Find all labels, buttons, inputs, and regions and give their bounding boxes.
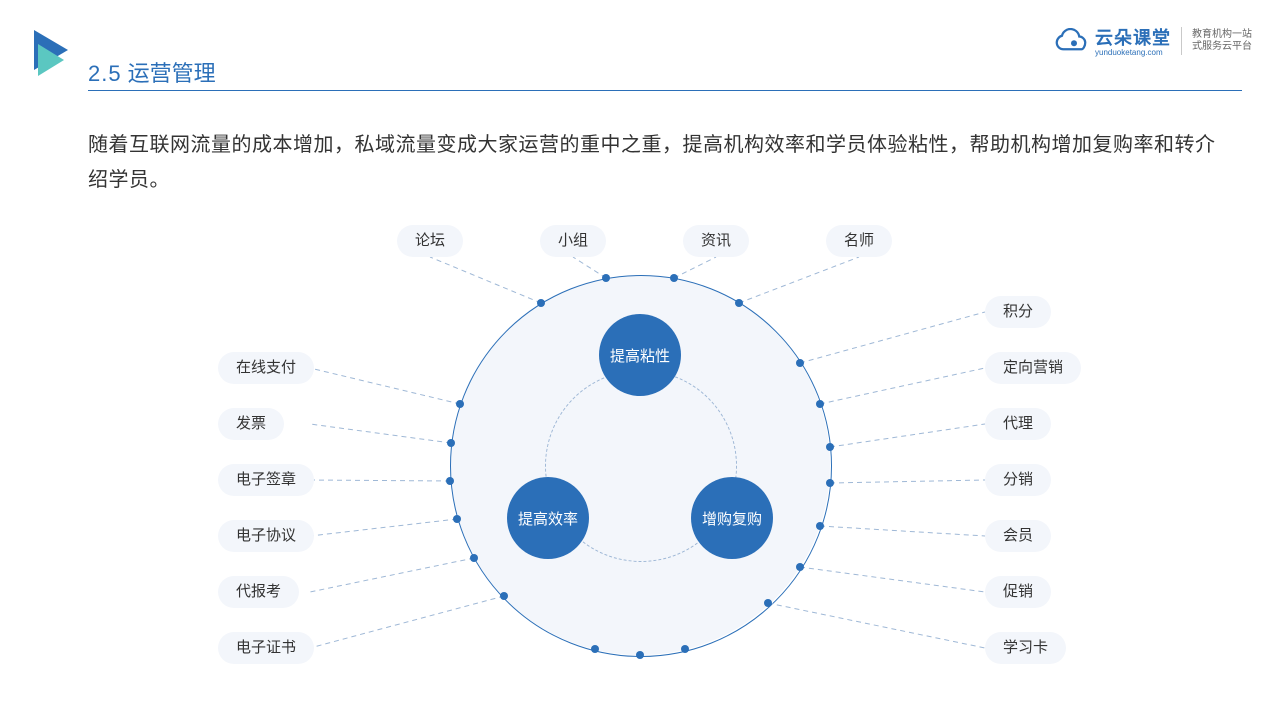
ring-dot [446, 477, 454, 485]
ring-dot [636, 651, 644, 659]
radial-diagram: 提高粘性 提高效率 增购复购 论坛 小组 资讯 名师 积分 定向营销 代理 分销… [0, 200, 1280, 710]
pill-pay: 在线支付 [218, 352, 314, 384]
ring-dot [764, 599, 772, 607]
ring-dot [796, 359, 804, 367]
title-underline [88, 90, 1242, 91]
logo-domain: yunduoketang.com [1095, 48, 1171, 57]
logo-name: 云朵课堂 [1095, 28, 1171, 48]
pill-forum: 论坛 [397, 225, 463, 257]
ring-dot [735, 299, 743, 307]
pill-points: 积分 [985, 296, 1051, 328]
ring-dot [453, 515, 461, 523]
ring-dot [681, 645, 689, 653]
ring-dot [456, 400, 464, 408]
section-number: 2.5 [88, 61, 122, 86]
pill-cert: 电子证书 [218, 632, 314, 664]
pill-exam: 代报考 [218, 576, 299, 608]
ring-dot [470, 554, 478, 562]
play-icon [34, 30, 74, 76]
pill-teacher: 名师 [826, 225, 892, 257]
pill-group: 小组 [540, 225, 606, 257]
pill-esign: 电子签章 [218, 464, 314, 496]
hub-sticky: 提高粘性 [599, 314, 681, 396]
ring-dot [796, 563, 804, 571]
logo-block: 云朵课堂 yunduoketang.com 教育机构一站 式服务云平台 [1053, 24, 1252, 57]
ring-dot [602, 274, 610, 282]
pill-eagree: 电子协议 [218, 520, 314, 552]
ring-dot [816, 522, 824, 530]
pill-agent: 代理 [985, 408, 1051, 440]
pill-target: 定向营销 [985, 352, 1081, 384]
ring-dot [826, 443, 834, 451]
hub-repurchase: 增购复购 [691, 477, 773, 559]
ring-dot [537, 299, 545, 307]
description-text: 随着互联网流量的成本增加，私域流量变成大家运营的重中之重，提高机构效率和学员体验… [88, 128, 1220, 198]
ring-dot [500, 592, 508, 600]
hub-efficiency: 提高效率 [507, 477, 589, 559]
pill-news: 资讯 [683, 225, 749, 257]
cloud-icon [1053, 28, 1089, 54]
ring-dot [591, 645, 599, 653]
pill-promo: 促销 [985, 576, 1051, 608]
logo-tagline: 教育机构一站 式服务云平台 [1192, 29, 1252, 53]
pill-card: 学习卡 [985, 632, 1066, 664]
pill-member: 会员 [985, 520, 1051, 552]
ring-dot [670, 274, 678, 282]
ring-dot [826, 479, 834, 487]
ring-dot [447, 439, 455, 447]
section-title: 2.5运营管理 [88, 56, 216, 88]
pill-distrib: 分销 [985, 464, 1051, 496]
ring-dot [816, 400, 824, 408]
pill-invoice: 发票 [218, 408, 284, 440]
